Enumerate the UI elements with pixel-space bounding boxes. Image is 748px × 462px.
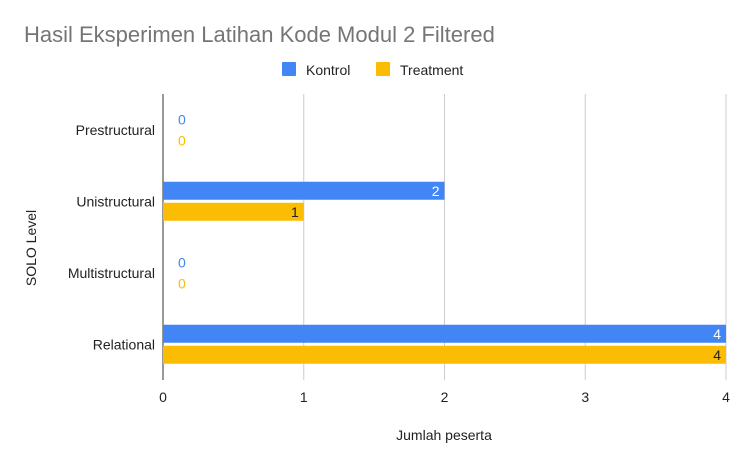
legend-label-kontrol: Kontrol — [306, 62, 350, 78]
bar-kontrol-relational — [163, 324, 726, 343]
x-axis-title: Jumlah peserta — [396, 427, 492, 443]
legend-swatch-kontrol — [282, 62, 296, 76]
legend: Kontrol Treatment — [282, 62, 463, 78]
data-label-kontrol-prestructural: 0 — [178, 111, 186, 127]
data-label-kontrol-multistructural: 0 — [178, 254, 186, 270]
x-tick-label-4: 4 — [722, 389, 730, 405]
bar-kontrol-unistructural — [163, 181, 445, 200]
x-tick-label-2: 2 — [441, 389, 449, 405]
bars — [163, 181, 726, 364]
data-label-treatment-prestructural: 0 — [178, 132, 186, 148]
x-tick-labels: 0 1 2 3 4 — [159, 389, 730, 405]
x-tick-label-3: 3 — [581, 389, 589, 405]
category-label-multistructural: Multistructural — [68, 265, 155, 281]
x-tick-label-1: 1 — [300, 389, 308, 405]
chart-title: Hasil Eksperimen Latihan Kode Modul 2 Fi… — [24, 22, 495, 47]
category-label-unistructural: Unistructural — [76, 193, 155, 209]
legend-label-treatment: Treatment — [400, 62, 463, 78]
data-label-kontrol-relational: 4 — [713, 326, 721, 342]
data-labels: 0 0 2 1 0 0 4 4 — [178, 111, 721, 363]
category-labels: Prestructural Unistructural Multistructura… — [68, 122, 155, 353]
y-axis-title: SOLO Level — [23, 210, 39, 286]
legend-swatch-treatment — [376, 62, 390, 76]
bar-treatment-unistructural — [163, 202, 304, 221]
data-label-kontrol-unistructural: 2 — [432, 183, 440, 199]
data-label-treatment-multistructural: 0 — [178, 275, 186, 291]
data-label-treatment-unistructural: 1 — [291, 204, 299, 220]
bar-treatment-relational — [163, 345, 726, 364]
category-label-relational: Relational — [93, 336, 155, 352]
data-label-treatment-relational: 4 — [713, 347, 721, 363]
category-label-prestructural: Prestructural — [76, 122, 155, 138]
x-tick-label-0: 0 — [159, 389, 167, 405]
